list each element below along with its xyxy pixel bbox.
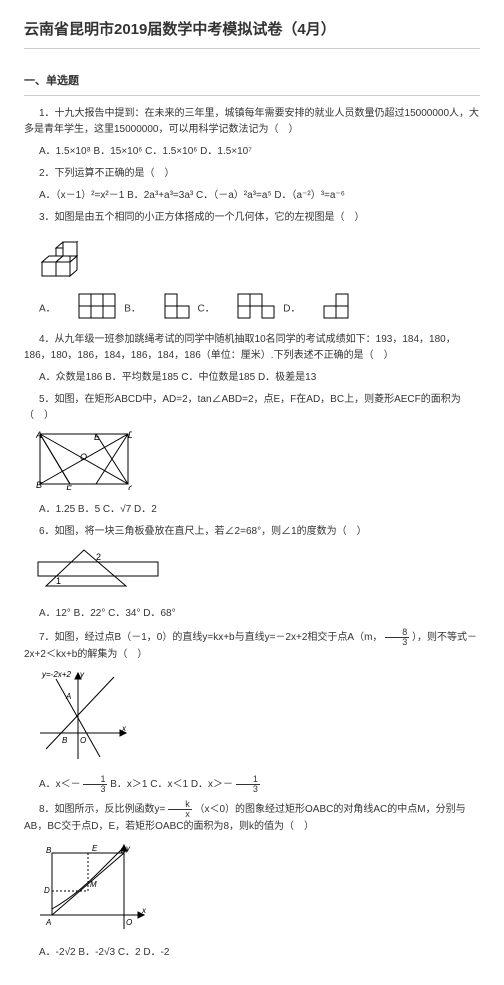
q8-text: 8．如图所示，反比例函数y= kx （x＜0）的图象经过矩形OABC的对角线AC… <box>24 800 480 835</box>
section-heading: 一、单选题 <box>24 73 480 91</box>
q8-opt-b-pre: B．-2 <box>78 947 104 958</box>
svg-text:F: F <box>66 484 72 490</box>
svg-text:A: A <box>36 430 42 440</box>
svg-text:B: B <box>46 846 52 855</box>
q8-opt-a-sqrt: √2 <box>65 947 76 958</box>
q3-text: 3．如图是由五个相同的小正方体搭成的一个几何体，它的左视图是（ ） <box>24 210 480 226</box>
q5-text: 5．如图，在矩形ABCD中，AD=2，tan∠ABD=2，点E，F在AD，BC上… <box>24 392 480 424</box>
q8-opt-a-pre: A．-2 <box>39 947 65 958</box>
q8-frac-kx: kx <box>168 800 192 819</box>
q1-options: A．1.5×10⁸ B．15×10⁶ C．1.5×10⁶ D．1.5×10⁷ <box>24 144 480 160</box>
q5-opts-suffix: D．2 <box>131 504 157 515</box>
page-title: 云南省昆明市2019届数学中考模拟试卷（4月） <box>24 18 480 42</box>
q7-opt-rest: B．x＞1 C．x＜1 D．x＞－ <box>110 779 233 790</box>
svg-text:D: D <box>128 430 132 440</box>
q8-figure: yx O ABC DEM <box>36 841 480 939</box>
q8-text-a: 8．如图所示，反比例函数y= <box>39 804 168 815</box>
svg-text:C: C <box>128 484 132 490</box>
svg-text:E: E <box>92 844 98 853</box>
svg-text:B: B <box>62 736 68 745</box>
svg-text:A: A <box>45 918 51 927</box>
q5-opts-prefix: A．1.25 B．5 C． <box>39 504 120 515</box>
q1-text: 1．十九大报告中提到：在未来的三年里，城镇每年需要安排的就业人员数量仍超过150… <box>24 106 480 138</box>
svg-text:2: 2 <box>96 552 101 562</box>
q3-opt-a-label: A． <box>39 303 56 314</box>
q8-options: A．-2√2 B．-2√3 C．2 D．-2 <box>24 945 480 961</box>
svg-text:O: O <box>80 452 87 462</box>
q7-figure: y=-2x+2 y x O A B <box>36 669 480 769</box>
svg-text:y: y <box>79 670 85 679</box>
q3-opt-b-fig <box>148 292 191 326</box>
q6-figure: 21 <box>36 546 480 600</box>
title-rule <box>24 48 480 49</box>
svg-text:O: O <box>80 736 86 745</box>
svg-text:O: O <box>126 918 132 927</box>
q7-opt-d-frac: 13 <box>236 775 260 794</box>
svg-text:M: M <box>90 880 97 889</box>
svg-text:C: C <box>120 846 126 855</box>
q3-main-figure <box>36 232 480 286</box>
q7-options: A．x＜－ 13 B．x＞1 C．x＜1 D．x＞－ 13 <box>24 775 480 794</box>
q4-options: A．众数是186 B．平均数是185 C．中位数是185 D．极差是13 <box>24 370 480 386</box>
svg-text:E: E <box>94 432 101 442</box>
q3-opt-d-fig <box>307 292 350 326</box>
q6-options: A．12° B．22° C．34° D．68° <box>24 606 480 622</box>
q7-text-a: 7．如图，经过点B（－1，0）的直线y=kx+b与直线y=－2x+2相交于点A（… <box>39 632 382 643</box>
q7-frac-8-3: 83 <box>385 628 409 647</box>
svg-text:x: x <box>121 724 127 733</box>
q3-opt-a-fig <box>62 292 117 326</box>
q6-text: 6．如图，将一块三角板叠放在直尺上，若∠2=68°，则∠1的度数为（ ） <box>24 524 480 540</box>
svg-text:y=-2x+2: y=-2x+2 <box>41 670 71 679</box>
q3-opt-b-label: B． <box>124 303 141 314</box>
svg-text:x: x <box>141 906 147 915</box>
svg-text:D: D <box>44 886 50 895</box>
section-rule <box>24 95 480 96</box>
q3-opt-d-label: D． <box>283 303 300 314</box>
q3-opt-c-label: C． <box>197 303 214 314</box>
svg-text:1: 1 <box>56 576 61 586</box>
svg-text:A: A <box>65 692 71 701</box>
q8-opt-b-sqrt: √3 <box>104 947 115 958</box>
q8-opt-rest: C．2 D．-2 <box>118 947 170 958</box>
q7-opt-a-frac: 13 <box>83 775 107 794</box>
q3-options-row: A． B． C． D． <box>24 292 480 326</box>
q2-text: 2．下列运算不正确的是（ ） <box>24 166 480 182</box>
q5-options: A．1.25 B．5 C．√7 D．2 <box>24 502 480 518</box>
q3-opt-c-fig <box>221 292 276 326</box>
q7-text: 7．如图，经过点B（－1，0）的直线y=kx+b与直线y=－2x+2相交于点A（… <box>24 628 480 663</box>
svg-text:B: B <box>36 480 42 490</box>
q5-sqrt7: √7 <box>120 504 131 515</box>
q4-text: 4．从九年级一班参加跳绳考试的同学中随机抽取10名同学的考试成绩如下：193，1… <box>24 332 480 364</box>
q5-figure: A E D B F C O <box>36 430 480 496</box>
q2-options: A．（x－1）²=x²－1 B．2a³+a³=3a³ C．（－a）²a³=a⁵ … <box>24 188 480 204</box>
q7-opt-a-pre: A．x＜－ <box>39 779 81 790</box>
